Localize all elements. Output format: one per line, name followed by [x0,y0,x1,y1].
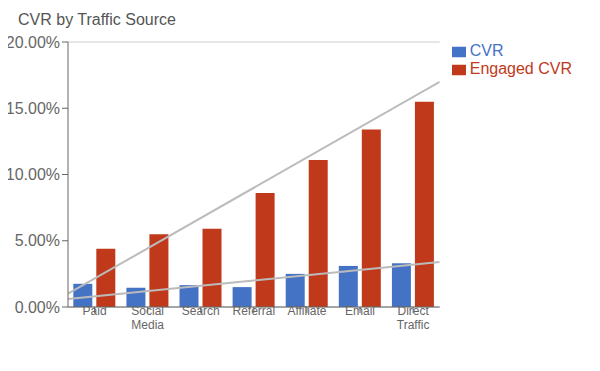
svg-text:5.00%: 5.00% [15,232,60,249]
svg-text:SocialMedia: SocialMedia [131,304,164,332]
svg-text:0.00%: 0.00% [15,299,60,316]
svg-text:Referral: Referral [233,304,276,318]
html-text:CVR by Traffic Source: CVR by Traffic Source [18,11,176,28]
svg-text:20.00%: 20.00% [8,34,60,51]
svg-text:15.00%: 15.00% [8,100,60,117]
html-text:Engaged CVR: Engaged CVR [469,60,572,77]
svg-text:Affiliate: Affiliate [287,304,326,318]
svg-text:Email: Email [345,304,375,318]
svg-text:Search: Search [182,304,220,318]
html-text:CVR: CVR [469,42,504,59]
svg-text:Paid: Paid [83,304,107,318]
svg-text:10.00%: 10.00% [8,166,60,183]
svg-text:DirectTraffic: DirectTraffic [397,304,430,332]
